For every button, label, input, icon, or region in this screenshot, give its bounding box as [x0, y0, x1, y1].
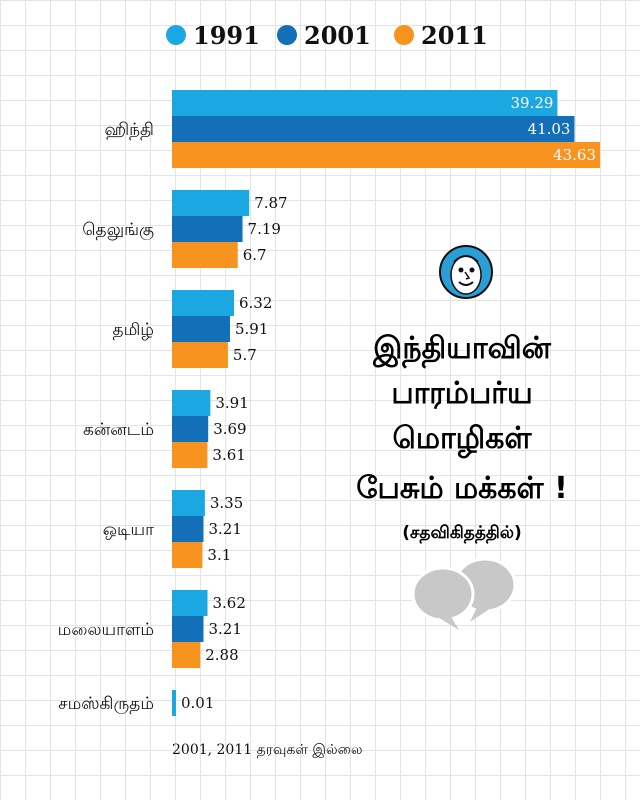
value-label-2011-3: 3.61	[212, 446, 245, 464]
value-label-2011-4: 3.1	[207, 546, 231, 564]
legend-swatch-1991	[166, 25, 186, 45]
title-line-1: இந்தியாவின்	[372, 331, 552, 369]
legend-label-2001: 2001	[304, 21, 371, 50]
bar-2001-3	[172, 416, 209, 442]
bar-2011-4	[172, 542, 203, 568]
legend-swatch-2001	[277, 25, 297, 45]
category-label-0: ஹிந்தி	[104, 120, 154, 140]
no-data-note: 2001, 2011 தரவுகள் இல்லை	[172, 742, 363, 758]
title-line-2: பாரம்பர்ய	[391, 376, 532, 411]
title-line-4: பேசும் மக்கள் !	[356, 471, 568, 506]
value-label-2011-2: 5.7	[233, 346, 257, 364]
cartoon-face-logo	[439, 245, 493, 299]
category-label-1: தெலுங்கு	[82, 220, 154, 240]
value-label-1991-1: 7.87	[254, 194, 287, 212]
value-label-1991-0: 39.29	[510, 94, 553, 112]
speech-bubbles-icon	[411, 557, 517, 630]
category-label-2: தமிழ்	[113, 320, 155, 340]
title-line-3: மொழிகள்	[393, 421, 533, 459]
category-labels: ஹிந்தி தெலுங்கு தமிழ் கன்னடம் ஒடியா மலையாளம் ச…	[58, 120, 154, 714]
bar-2001-4	[172, 516, 204, 542]
value-label-1991-5: 3.62	[213, 594, 246, 612]
value-label-1991-4: 3.35	[210, 494, 243, 512]
legend-swatch-2011	[394, 25, 414, 45]
bar-1991-5	[172, 590, 208, 616]
bar-1991-4	[172, 490, 205, 516]
value-label-2011-0: 43.63	[553, 146, 596, 164]
bar-2011-5	[172, 642, 201, 668]
value-label-2001-5: 3.21	[208, 620, 241, 638]
legend-label-2011: 2011	[421, 21, 488, 50]
bar-2011-2	[172, 342, 228, 368]
value-label-2001-0: 41.03	[528, 120, 571, 138]
bar-2001-5	[172, 616, 204, 642]
value-label-2011-1: 6.7	[243, 246, 267, 264]
bars	[172, 90, 600, 716]
value-label-1991-6: 0.01	[181, 694, 214, 712]
value-label-1991-2: 6.32	[239, 294, 272, 312]
legend: 1991 2001 2011	[166, 21, 488, 50]
bar-2001-2	[172, 316, 230, 342]
value-label-2011-5: 2.88	[205, 646, 238, 664]
category-label-5: மலையாளம்	[58, 620, 154, 640]
bar-2011-3	[172, 442, 208, 468]
category-label-4: ஒடியா	[103, 520, 154, 540]
bar-1991-3	[172, 390, 211, 416]
value-label-2001-1: 7.19	[248, 220, 281, 238]
bar-1991-2	[172, 290, 234, 316]
bar-2001-0	[172, 116, 575, 142]
category-label-3: கன்னடம்	[83, 420, 154, 440]
bar-2011-1	[172, 242, 238, 268]
value-label-2001-4: 3.21	[208, 520, 241, 538]
value-labels: 39.29 41.03 43.63 7.87 7.19 6.7 6.32 5.91 5.7 3.9…	[181, 94, 596, 712]
bar-1991-0	[172, 90, 558, 116]
value-label-2001-2: 5.91	[235, 320, 268, 338]
bar-2001-1	[172, 216, 243, 242]
bar-2011-0	[172, 142, 600, 168]
subtitle: (சதவிகிதத்தில்)	[402, 523, 521, 543]
legend-label-1991: 1991	[193, 21, 260, 50]
bar-1991-1	[172, 190, 250, 216]
value-label-1991-3: 3.91	[215, 394, 248, 412]
category-label-6: சமஸ்கிருதம்	[58, 694, 154, 714]
bar-1991-6	[172, 690, 176, 716]
value-label-2001-3: 3.69	[213, 420, 246, 438]
